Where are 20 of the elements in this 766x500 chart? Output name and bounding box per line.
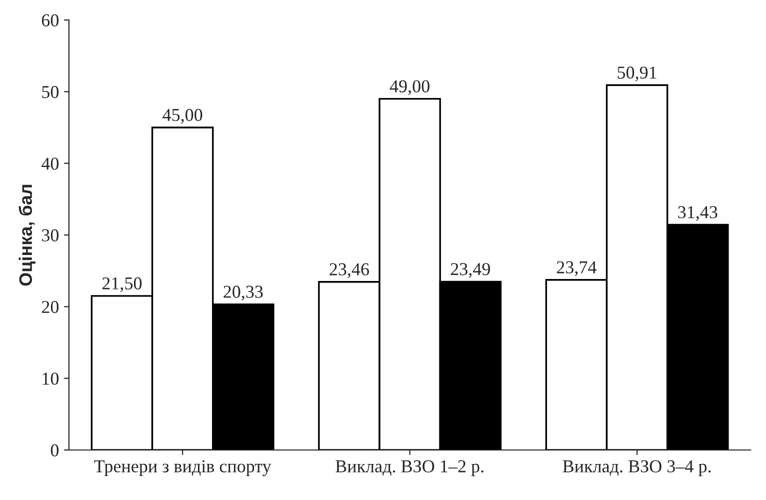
y-tick-label: 50	[42, 86, 59, 98]
y-tick-label: 0	[50, 444, 59, 456]
data-label: 20,33	[224, 286, 263, 300]
x-tick-label: Виклад. ВЗО 3–4 р.	[562, 460, 711, 476]
data-label: 45,00	[162, 108, 202, 124]
data-label: 31,43	[678, 206, 718, 221]
data-label: 23,74	[556, 261, 596, 276]
data-label: 50,91	[618, 66, 656, 82]
data-label: 23,46	[330, 263, 369, 278]
data-label: 23,49	[450, 263, 490, 278]
y-tick-label: 40	[42, 158, 59, 170]
x-tick-label: Тренери з видів спорту	[94, 460, 272, 476]
data-label: 21,50	[102, 277, 142, 292]
y-tick-label: 60	[42, 14, 59, 26]
data-label: 49,00	[390, 80, 430, 95]
x-tick-label: Виклад. ВЗО 1–2 р.	[336, 460, 484, 476]
y-tick-label: 20	[42, 300, 59, 314]
y-tick-label: 30	[42, 229, 59, 242]
y-tick-label: 10	[42, 372, 59, 385]
y-axis-title: Оцінка, бал	[18, 184, 36, 286]
